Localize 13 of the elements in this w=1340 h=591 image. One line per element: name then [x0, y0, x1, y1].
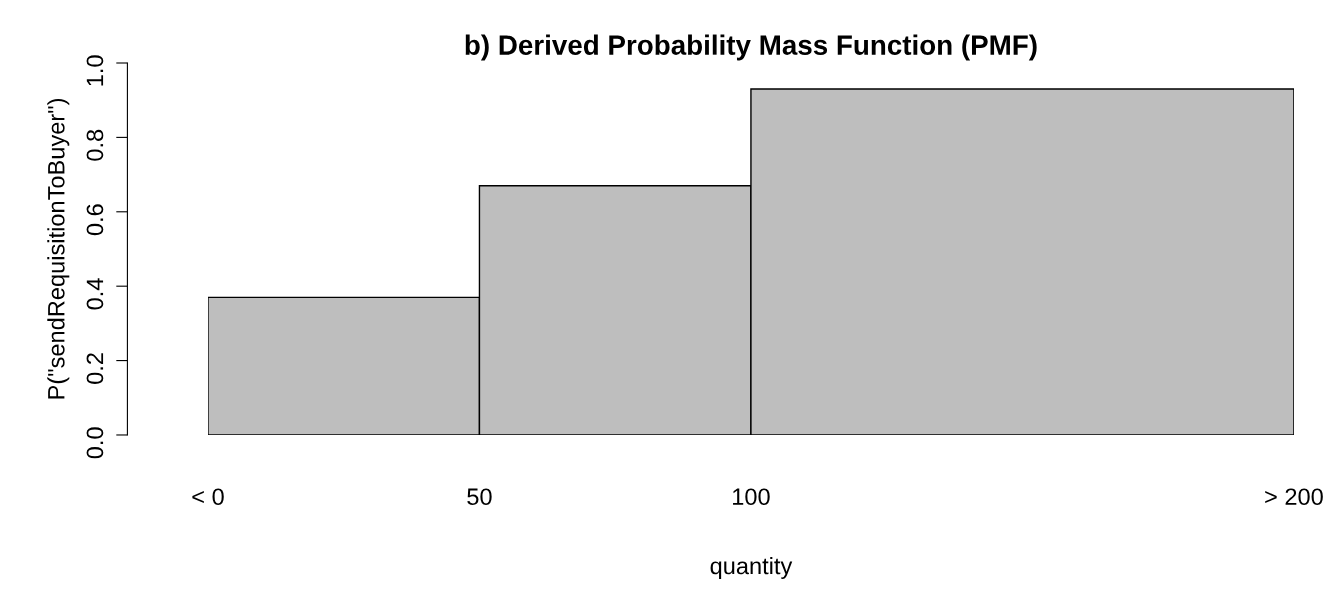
y-tick-label: 0.8 [86, 129, 104, 161]
y-axis-title: P("sendRequisitionToBuyer") [47, 99, 70, 399]
x-tick-label: < 0 [192, 488, 224, 506]
y-tick-label: 0.4 [86, 278, 104, 310]
x-tick-label: 100 [733, 488, 770, 506]
x-tick-label: > 200 [1265, 488, 1323, 506]
y-tick-label: 0.2 [86, 353, 104, 384]
y-tick-label: 0.6 [86, 204, 104, 236]
x-axis-title: quantity [710, 556, 793, 579]
chart-title: b) Derived Probability Mass Function (PMF) [465, 34, 1037, 61]
x-tick-label: 50 [467, 488, 492, 506]
y-tick-label: 0.0 [86, 427, 104, 459]
y-tick-label: 1.0 [86, 55, 104, 86]
